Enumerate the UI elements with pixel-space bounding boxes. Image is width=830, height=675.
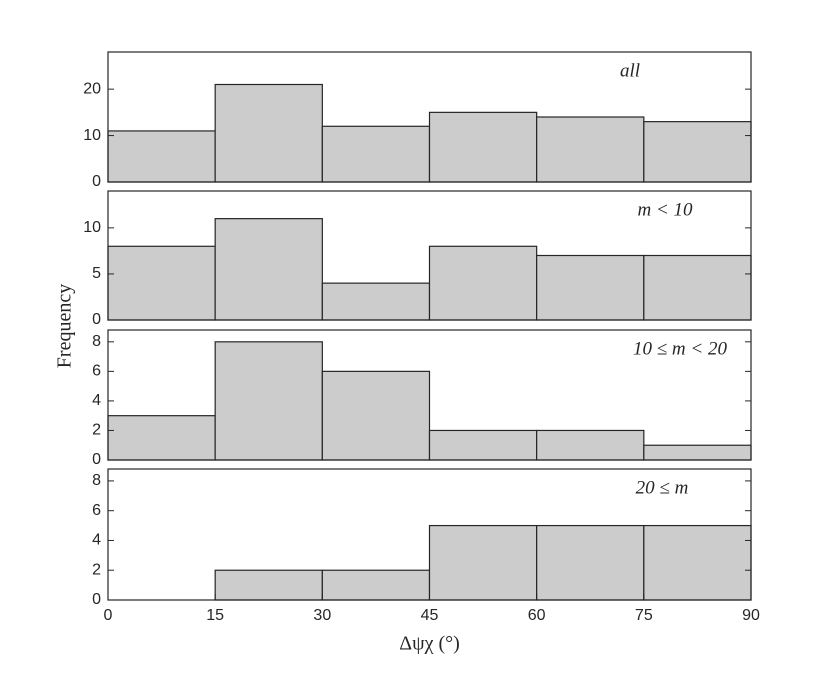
- bar: [321, 370, 431, 461]
- axes-box: [107, 190, 752, 321]
- y-tick-label: 5: [92, 265, 101, 282]
- y-tick-label: 0: [92, 173, 101, 190]
- bar: [107, 130, 216, 183]
- bar: [214, 569, 323, 601]
- bar: [643, 254, 752, 321]
- x-axis-label: Δψχ (°): [399, 633, 460, 655]
- bar: [428, 245, 538, 321]
- y-tick-label: 8: [92, 333, 101, 350]
- y-tick-label: 6: [92, 502, 101, 519]
- x-tick-label: 0: [104, 607, 113, 624]
- bar: [536, 254, 645, 321]
- y-tick-label: 8: [92, 472, 101, 489]
- x-tick-label: 75: [635, 607, 653, 624]
- bar: [536, 429, 645, 461]
- bar: [428, 111, 538, 183]
- y-tick-label: 2: [92, 422, 101, 439]
- bar: [321, 282, 431, 321]
- bar: [643, 444, 752, 461]
- bar: [107, 245, 216, 321]
- bar: [536, 116, 645, 183]
- bar: [214, 341, 323, 461]
- y-tick-label: 4: [92, 392, 101, 409]
- bar: [536, 524, 645, 601]
- y-tick-label: 0: [92, 311, 101, 328]
- y-axis-label: Frequency: [54, 284, 76, 368]
- y-tick-label: 10: [83, 127, 101, 144]
- panel-label: 20 ≤ m: [636, 477, 689, 498]
- bar: [214, 218, 323, 321]
- x-tick-label: 30: [313, 607, 331, 624]
- bar: [321, 569, 431, 601]
- axes-box: [107, 329, 752, 461]
- bar: [428, 524, 538, 601]
- y-tick-label: 0: [92, 451, 101, 468]
- axes-box: [107, 51, 752, 183]
- x-tick-label: 45: [421, 607, 439, 624]
- panel-label: all: [620, 60, 640, 81]
- x-tick-label: 90: [742, 607, 760, 624]
- bar: [214, 83, 323, 183]
- bar: [321, 125, 431, 183]
- y-tick-label: 2: [92, 561, 101, 578]
- y-tick-label: 6: [92, 363, 101, 380]
- y-tick-label: 0: [92, 591, 101, 608]
- bar: [643, 121, 752, 183]
- panel-label: m < 10: [637, 199, 693, 220]
- bar: [107, 415, 216, 461]
- bar: [643, 524, 752, 601]
- bar: [428, 429, 538, 461]
- y-tick-label: 20: [83, 80, 101, 97]
- panel-label: 10 ≤ m < 20: [633, 338, 727, 359]
- x-tick-label: 60: [528, 607, 546, 624]
- y-tick-label: 10: [83, 219, 101, 236]
- x-tick-label: 15: [206, 607, 224, 624]
- y-tick-label: 4: [92, 532, 101, 549]
